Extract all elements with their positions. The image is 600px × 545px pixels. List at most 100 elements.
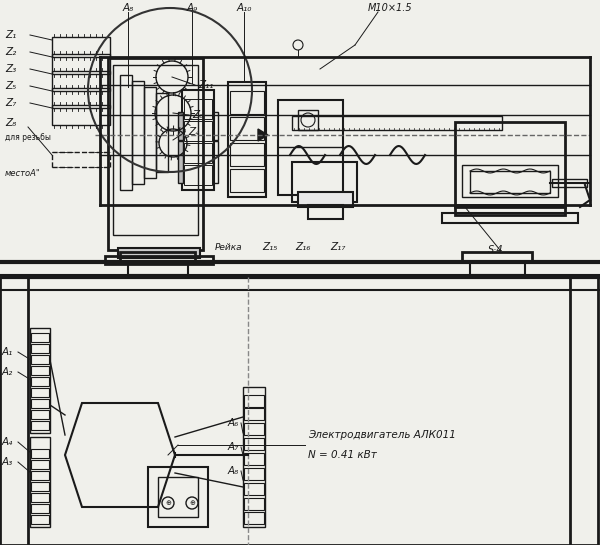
Bar bbox=[120, 252, 195, 262]
Text: Z₃: Z₃ bbox=[5, 64, 16, 74]
Bar bbox=[184, 121, 212, 141]
Bar bbox=[462, 165, 558, 197]
Bar bbox=[30, 437, 50, 527]
Text: А₄: А₄ bbox=[2, 437, 13, 447]
Text: Z₁₆: Z₁₆ bbox=[295, 242, 310, 252]
Bar bbox=[213, 141, 218, 183]
Text: Z₁₁: Z₁₁ bbox=[198, 80, 214, 90]
Bar bbox=[230, 169, 264, 192]
Bar bbox=[148, 467, 208, 527]
Bar bbox=[31, 410, 49, 419]
Bar bbox=[244, 408, 264, 420]
Bar bbox=[230, 143, 264, 166]
Bar bbox=[243, 387, 265, 527]
Text: Z₄: Z₄ bbox=[188, 127, 199, 137]
Bar bbox=[144, 87, 156, 178]
Bar bbox=[52, 37, 110, 57]
Text: А₃: А₃ bbox=[2, 457, 13, 467]
Text: для резьбы: для резьбы bbox=[5, 132, 51, 142]
Bar bbox=[184, 165, 212, 185]
Bar bbox=[31, 482, 49, 491]
Text: Z₁₇: Z₁₇ bbox=[330, 242, 346, 252]
Bar bbox=[244, 453, 264, 465]
Bar bbox=[182, 90, 214, 190]
Bar bbox=[113, 65, 198, 235]
Bar bbox=[228, 82, 266, 197]
Bar bbox=[105, 256, 213, 264]
Text: А₈: А₈ bbox=[122, 3, 134, 13]
Bar bbox=[31, 460, 49, 469]
Bar bbox=[31, 333, 49, 342]
Bar bbox=[31, 421, 49, 430]
Bar bbox=[31, 355, 49, 364]
Bar bbox=[118, 248, 200, 258]
Polygon shape bbox=[258, 129, 268, 141]
Text: Z₂: Z₂ bbox=[5, 47, 16, 57]
Text: Z₁₅: Z₁₅ bbox=[262, 242, 277, 252]
Bar bbox=[455, 122, 565, 207]
Bar bbox=[0, 277, 598, 545]
Bar bbox=[156, 93, 168, 172]
Text: Z₁: Z₁ bbox=[5, 30, 16, 40]
Text: Z₆: Z₆ bbox=[192, 110, 203, 120]
Bar bbox=[132, 81, 144, 184]
Bar bbox=[244, 438, 264, 450]
Bar bbox=[213, 112, 218, 140]
Text: N = 0.41 кВт: N = 0.41 кВт bbox=[308, 450, 377, 460]
Bar bbox=[31, 449, 49, 458]
Bar bbox=[292, 162, 357, 202]
Bar bbox=[230, 117, 264, 140]
Bar bbox=[184, 99, 212, 119]
Text: местоА": местоА" bbox=[5, 168, 41, 178]
Bar bbox=[470, 262, 525, 275]
Text: А₁: А₁ bbox=[2, 347, 13, 357]
Bar bbox=[244, 512, 264, 524]
Text: ⊕: ⊕ bbox=[165, 500, 171, 506]
Text: ⊕: ⊕ bbox=[189, 500, 195, 506]
Bar bbox=[30, 328, 50, 433]
Bar bbox=[462, 252, 532, 262]
Bar bbox=[31, 344, 49, 353]
Bar bbox=[455, 205, 565, 215]
Text: Электродвигатель АЛК011: Электродвигатель АЛК011 bbox=[308, 430, 456, 440]
Bar bbox=[31, 366, 49, 375]
Text: А₂: А₂ bbox=[2, 367, 13, 377]
Bar bbox=[552, 179, 587, 187]
Bar bbox=[31, 377, 49, 386]
Bar bbox=[31, 515, 49, 524]
Bar bbox=[31, 504, 49, 513]
Bar bbox=[31, 388, 49, 397]
Bar bbox=[470, 171, 550, 193]
Text: А₇: А₇ bbox=[228, 442, 239, 452]
Bar bbox=[52, 105, 110, 125]
Bar bbox=[178, 141, 183, 183]
Bar bbox=[244, 423, 264, 435]
Bar bbox=[184, 143, 212, 163]
Bar bbox=[108, 58, 203, 250]
Bar bbox=[31, 493, 49, 502]
Bar bbox=[52, 71, 110, 91]
Text: А₈: А₈ bbox=[228, 466, 239, 476]
Bar bbox=[128, 262, 188, 275]
Text: А₁₀: А₁₀ bbox=[236, 3, 251, 13]
Text: S·4: S·4 bbox=[488, 245, 503, 255]
Bar bbox=[120, 75, 132, 190]
Bar bbox=[31, 471, 49, 480]
Bar bbox=[244, 498, 264, 510]
Bar bbox=[52, 88, 110, 108]
Bar bbox=[244, 483, 264, 495]
Bar bbox=[178, 112, 183, 140]
Bar bbox=[244, 468, 264, 480]
Bar bbox=[298, 110, 318, 130]
Text: Z₈: Z₈ bbox=[5, 118, 16, 128]
Bar bbox=[298, 192, 353, 207]
Bar bbox=[158, 477, 198, 517]
Bar bbox=[52, 54, 110, 74]
Bar bbox=[442, 213, 578, 223]
Bar bbox=[244, 395, 264, 407]
Text: М10×1.5: М10×1.5 bbox=[368, 3, 413, 13]
Bar bbox=[308, 205, 343, 219]
Text: Z₅: Z₅ bbox=[5, 81, 16, 91]
Bar bbox=[31, 399, 49, 408]
Text: Z₇: Z₇ bbox=[5, 98, 16, 108]
